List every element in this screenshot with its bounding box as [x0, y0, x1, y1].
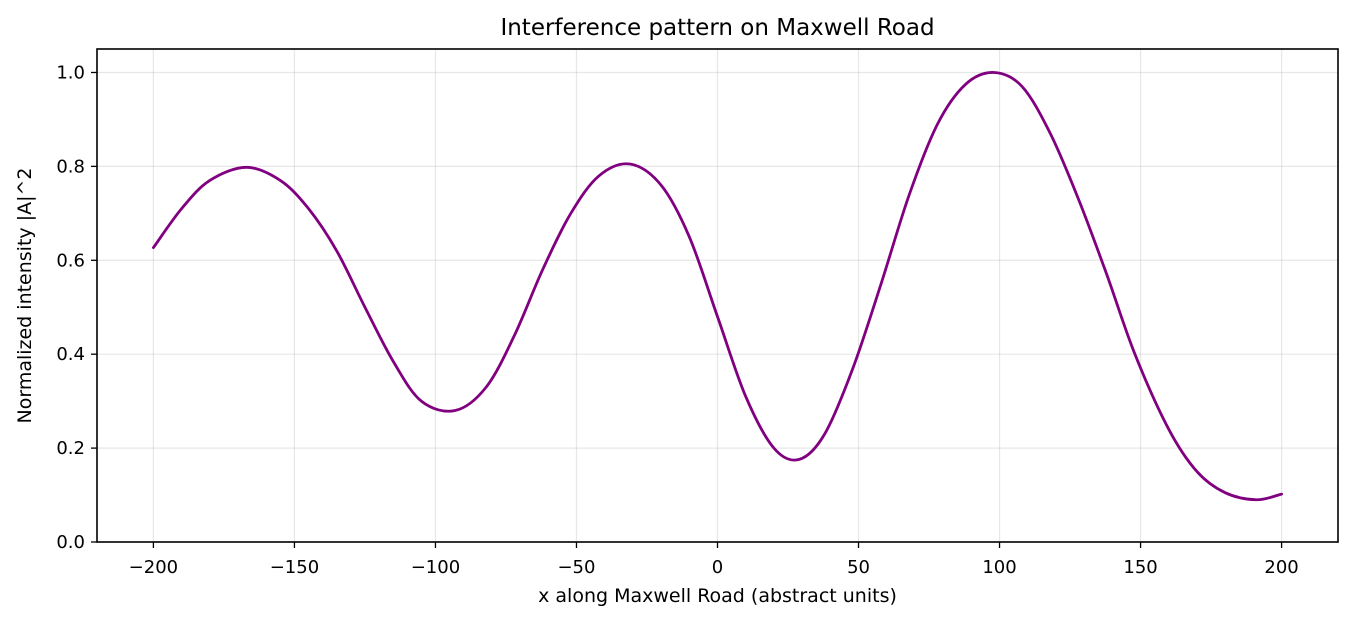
x-tick-label: 0	[712, 557, 723, 578]
x-tick-label: −150	[270, 557, 319, 578]
series-line	[152, 71, 1283, 502]
chart-title: Interference pattern on Maxwell Road	[500, 15, 934, 41]
x-tick-label: 50	[847, 557, 870, 578]
y-tick-label: 0.8	[56, 156, 85, 177]
x-tick-label: −50	[557, 557, 595, 578]
y-tick-label: 0.6	[56, 250, 85, 271]
x-tick-label: 200	[1264, 557, 1298, 578]
x-tick-label: −100	[411, 557, 460, 578]
y-tick-label: 0.0	[56, 532, 85, 553]
x-tick-label: 100	[982, 557, 1016, 578]
y-axis-label: Normalized intensity |A|^2	[14, 167, 36, 423]
y-tick-label: 0.4	[56, 344, 85, 365]
y-tick-label: 0.2	[56, 438, 85, 459]
x-tick-label: 150	[1123, 557, 1157, 578]
ticks: −200 −150 −100 −50 0 50 100 150 200 0.0 0.2 0.4 0.6 0…	[56, 62, 1298, 578]
y-tick-label: 1.0	[56, 62, 85, 83]
x-axis-label: x along Maxwell Road (abstract units)	[538, 585, 897, 607]
x-tick-label: −200	[129, 557, 178, 578]
grid	[97, 49, 1338, 543]
